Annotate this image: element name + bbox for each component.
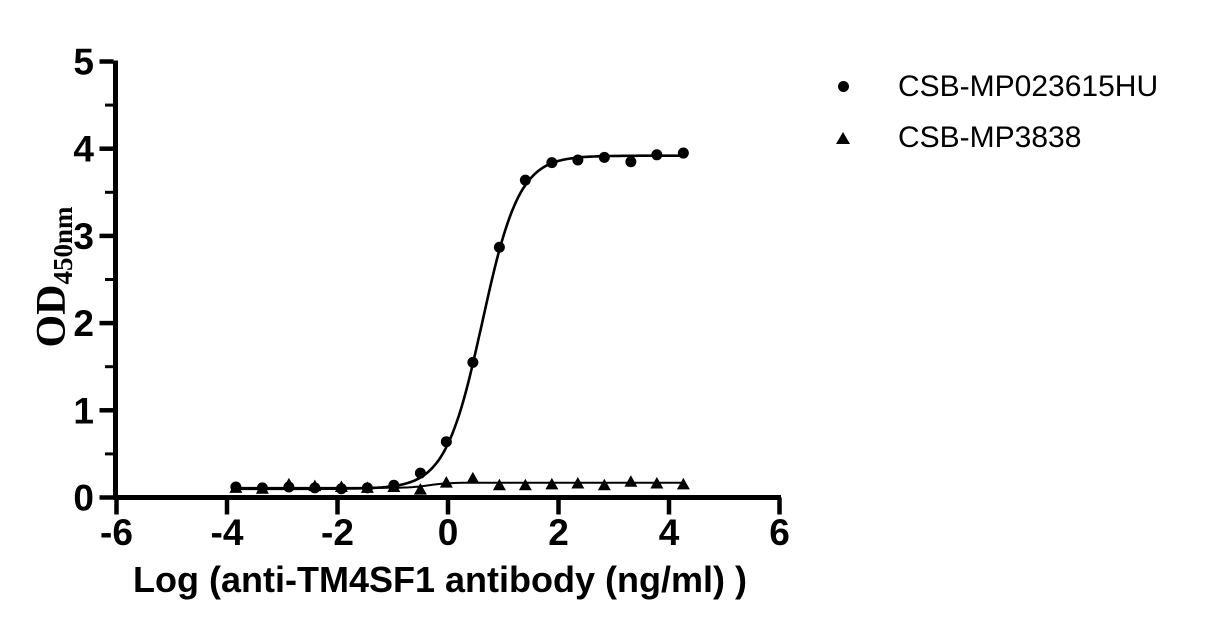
series-2-data-point [439,476,453,488]
series-2-data-point [571,477,585,489]
legend-item-series-2: CSB-MP3838 [834,112,1158,163]
series-1-data-point [625,156,637,168]
triangle-marker-icon [836,131,850,144]
series-2-data-point [413,483,427,495]
x-tick-label: 2 [548,512,569,553]
x-axis-title: Log (anti-TM4SF1 antibody (ng/ml) ) [133,559,747,600]
series-2-fit-curve [234,481,684,489]
series-1-data-point [651,149,663,161]
series-1-data-point [440,436,452,448]
series-1-data-point [546,157,558,169]
y-axis-title: OD450nm [28,206,78,348]
y-tick-label: 2 [73,303,94,344]
series-1-data-point [493,241,505,253]
series-2-data-point [545,477,559,490]
series-2-data-point [676,477,690,490]
series-1-data-point [572,154,584,166]
x-tick-label: 4 [659,512,680,553]
y-tick-label: 3 [73,216,94,257]
series-2-data-point [518,478,532,491]
series-1-data-point [677,147,689,159]
series-2-data-point [466,471,480,484]
y-tick-label: 5 [73,42,94,83]
series-2-data-point [334,480,348,493]
y-tick-label: 4 [73,129,94,170]
series-1-fit-curve [234,154,684,491]
series-2-data-point [360,481,374,493]
series-2-data-point [597,478,611,491]
legend-item-series-1: CSB-MP023615HU [834,61,1158,112]
series-1-data-point [598,151,610,163]
legend: CSB-MP023615HU CSB-MP3838 [834,61,1158,163]
x-tick-label: -4 [211,512,244,553]
y-axis-title-subscript: 450nm [47,206,78,285]
y-axis-title-main: OD [29,284,75,348]
series-2-data-point [387,480,401,493]
series-2-data-point [255,482,269,494]
series-2-data-point [282,477,296,490]
y-tick-label: 0 [73,478,94,519]
series-2-data-point [229,481,243,493]
series-2-data-point [624,475,638,487]
series-2-data-point [492,478,506,491]
legend-label-series-1: CSB-MP023615HU [898,69,1159,103]
legend-marker-cell [834,81,852,92]
x-tick-label: -6 [100,512,133,553]
legend-marker-cell [834,131,852,144]
x-tick-label: 6 [769,512,790,553]
y-tick-label: 1 [73,390,94,431]
series-1-data-point [519,174,531,186]
series-2-data-point [650,477,664,489]
series-1-data-point [467,356,479,368]
x-tick-label: -2 [321,512,354,553]
series-2-data-point [308,479,322,492]
circle-marker-icon [837,81,849,92]
series-1-data-point [414,467,426,479]
legend-label-series-2: CSB-MP3838 [898,120,1082,154]
x-tick-label: 0 [438,512,459,553]
